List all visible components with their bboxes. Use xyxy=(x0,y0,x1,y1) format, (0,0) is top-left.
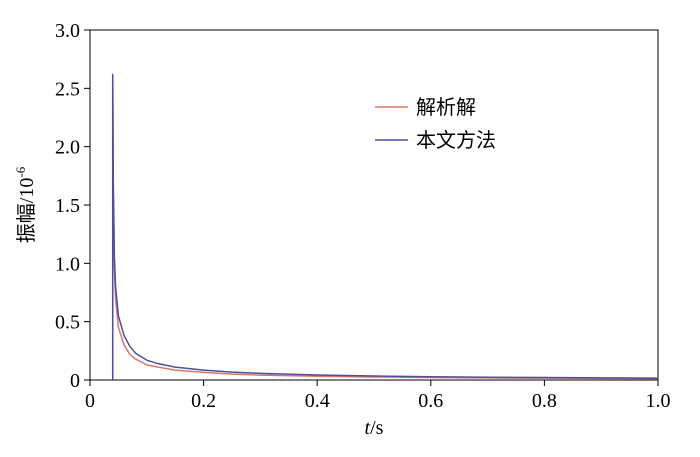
y-tick-label: 1.0 xyxy=(55,253,80,275)
y-tick-label: 0 xyxy=(70,370,80,392)
x-tick-label: 0.8 xyxy=(532,390,557,412)
y-tick-label: 1.5 xyxy=(55,195,80,217)
y-tick-label: 3.0 xyxy=(55,20,80,42)
y-axis-label-main: 振幅/10 xyxy=(15,178,38,244)
x-axis-label-rest: /s xyxy=(370,417,384,439)
x-tick-label: 0.6 xyxy=(418,390,443,412)
x-axis-label-italic: t xyxy=(365,417,371,439)
y-tick-label: 2.0 xyxy=(55,137,80,159)
y-axis-label: 振幅/10-6 xyxy=(13,166,38,243)
x-axis-label: t/s xyxy=(365,417,384,439)
series-line-1 xyxy=(111,73,659,380)
plot-frame xyxy=(89,29,659,381)
x-tick-label: 0.2 xyxy=(191,390,216,412)
series-layer xyxy=(111,73,659,380)
legend-label-1: 本文方法 xyxy=(416,128,496,152)
legend-label-0: 解析解 xyxy=(416,95,476,119)
y-axis-label-sup: -6 xyxy=(13,166,28,177)
x-tick-label: 1.0 xyxy=(646,390,671,412)
x-tick-label: 0 xyxy=(85,390,95,412)
x-tick-label: 0.4 xyxy=(305,390,330,412)
y-tick-label: 2.5 xyxy=(55,78,80,100)
axes: 0 0.2 0.4 0.6 0.8 1.0 0 0.5 1.0 1.5 2.0 2.5 3.0 xyxy=(55,20,671,412)
series-line-0 xyxy=(111,75,659,380)
y-tick-label: 0.5 xyxy=(55,312,80,334)
